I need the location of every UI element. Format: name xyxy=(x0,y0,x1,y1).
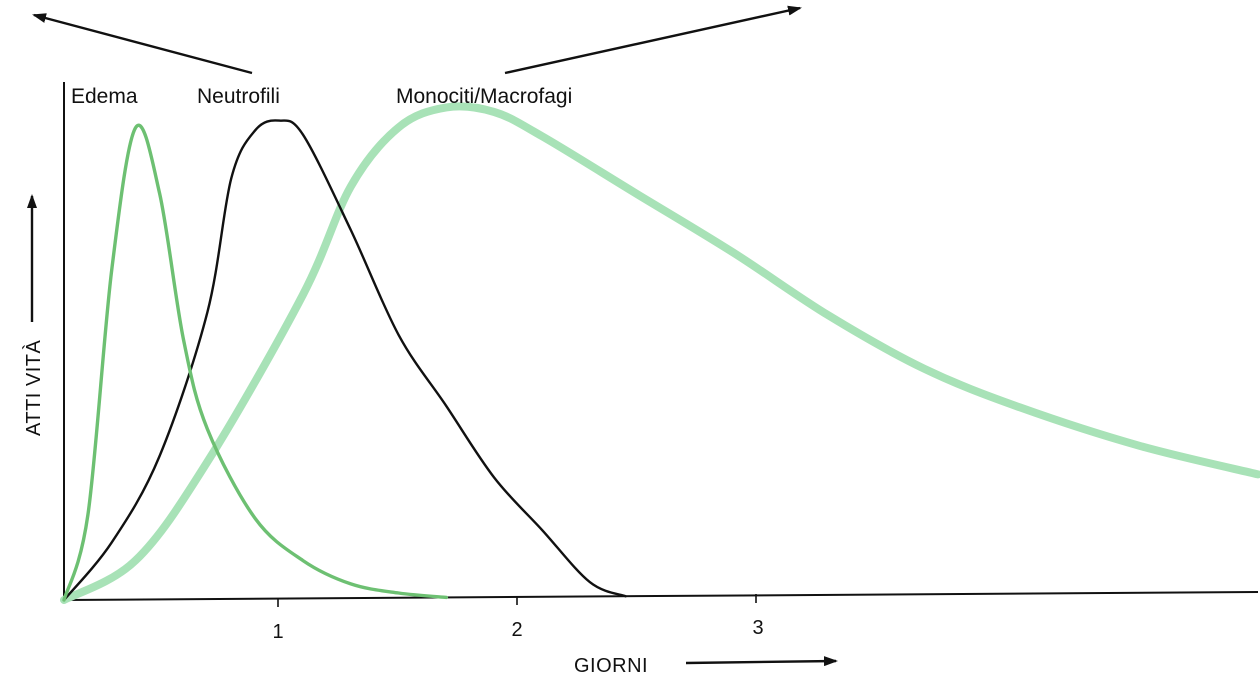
x-ticks xyxy=(277,594,757,607)
series-label-monociti-macrofagi: Monociti/Macrofagi xyxy=(396,85,572,108)
series-curve-monociti-macrofagi xyxy=(60,102,1260,604)
x-axis-label-arrow xyxy=(685,656,838,667)
y-axis-label: ATTI VITÀ xyxy=(22,339,45,436)
top-left-arrow xyxy=(32,13,253,75)
series-curve-edema xyxy=(62,123,449,602)
series-curves xyxy=(60,102,1260,604)
series-curve-neutrofili xyxy=(62,119,627,602)
x-tick-label-1: 1 xyxy=(272,621,283,643)
x-axis xyxy=(63,591,1259,601)
x-tick-label-3: 3 xyxy=(752,617,763,639)
series-label-edema: Edema xyxy=(71,85,138,108)
x-tick-label-2: 2 xyxy=(511,619,522,641)
top-right-arrow xyxy=(504,5,802,75)
x-axis-label: GIORNI xyxy=(574,655,648,677)
series-label-neutrofili: Neutrofili xyxy=(197,85,280,108)
